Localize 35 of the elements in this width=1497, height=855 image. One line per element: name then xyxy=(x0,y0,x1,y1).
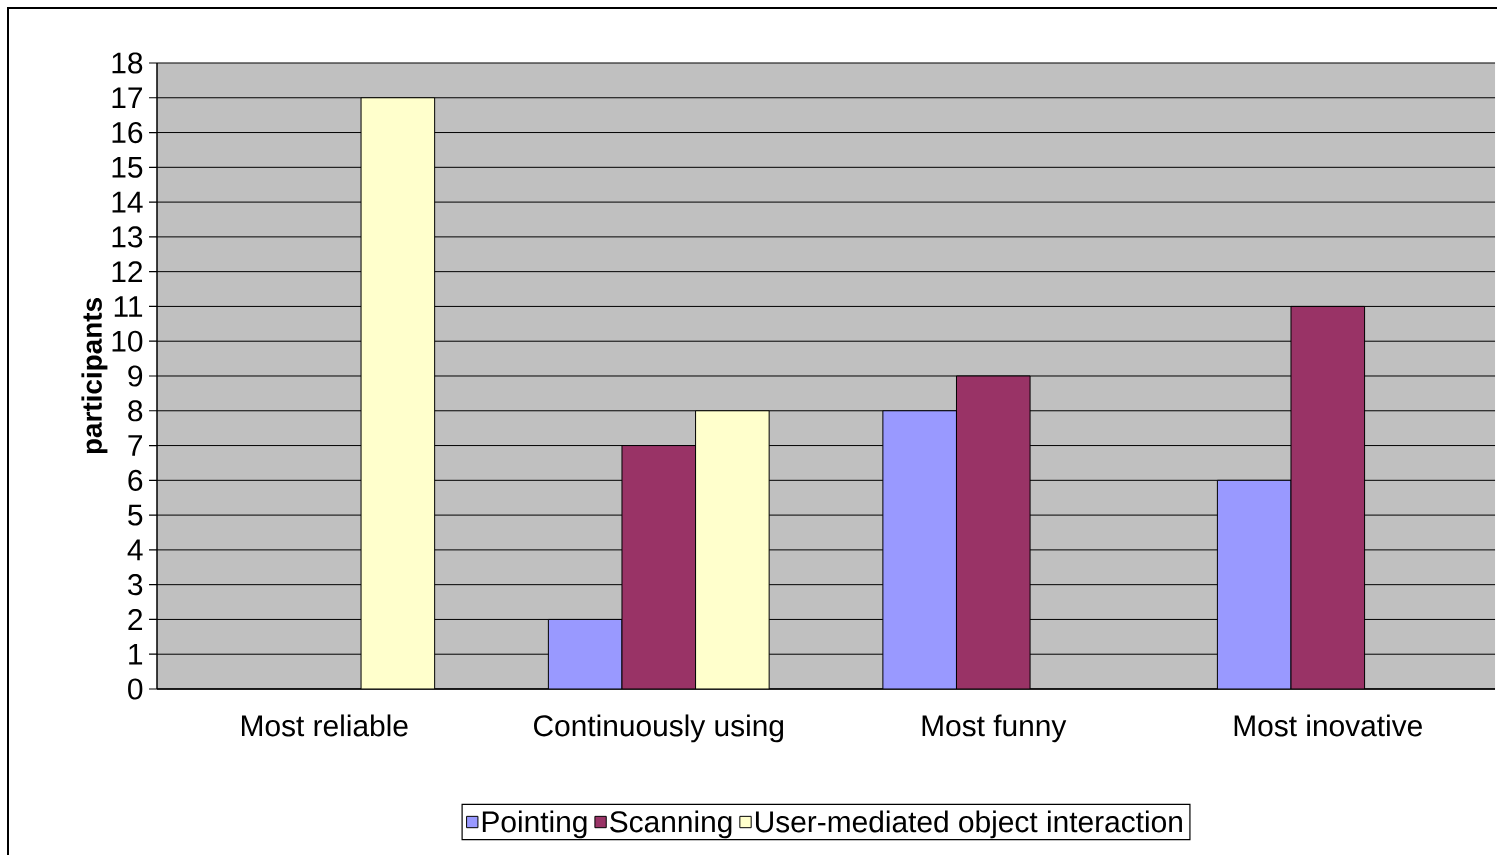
y-tick-label: 2 xyxy=(128,609,143,630)
y-tick-label: 18 xyxy=(112,52,143,74)
legend-label: Pointing xyxy=(482,810,587,839)
bar xyxy=(547,618,623,689)
y-tick-label: 14 xyxy=(112,191,143,213)
y-tick-label: 12 xyxy=(112,261,143,283)
legend-label: User-mediated object interaction xyxy=(755,810,1182,839)
y-axis-title: participants xyxy=(81,298,108,454)
y-tick-label: 8 xyxy=(128,400,143,422)
x-tick-label: Continuously using xyxy=(534,714,784,743)
y-tick-label: 15 xyxy=(112,156,143,178)
x-tick-label: Most reliable xyxy=(241,714,408,737)
y-tick-label: 9 xyxy=(128,365,143,387)
y-tick-label: 10 xyxy=(112,330,143,352)
y-tick-label: 1 xyxy=(129,643,143,665)
bar xyxy=(1216,479,1292,689)
y-tick-label: 4 xyxy=(127,539,143,561)
y-tick-label: 7 xyxy=(128,435,143,456)
y-tick-label: 17 xyxy=(112,87,143,109)
x-tick-label: Most funny xyxy=(922,714,1067,743)
bar xyxy=(1290,305,1366,689)
bar xyxy=(695,410,770,689)
legend-label: Scanning xyxy=(610,810,732,839)
x-tick-label: Most inovative xyxy=(1234,714,1422,737)
bar xyxy=(360,97,436,689)
bar xyxy=(955,375,1031,689)
bar xyxy=(621,445,697,689)
y-tick-label: 3 xyxy=(128,574,143,596)
y-tick-label: 0 xyxy=(128,678,143,700)
y-tick-label: 6 xyxy=(128,469,143,491)
bar xyxy=(882,410,957,689)
y-tick-label: 13 xyxy=(112,226,143,248)
y-tick-label: 5 xyxy=(128,504,143,526)
y-tick-label: 11 xyxy=(114,296,143,317)
y-tick-label: 16 xyxy=(112,121,143,144)
